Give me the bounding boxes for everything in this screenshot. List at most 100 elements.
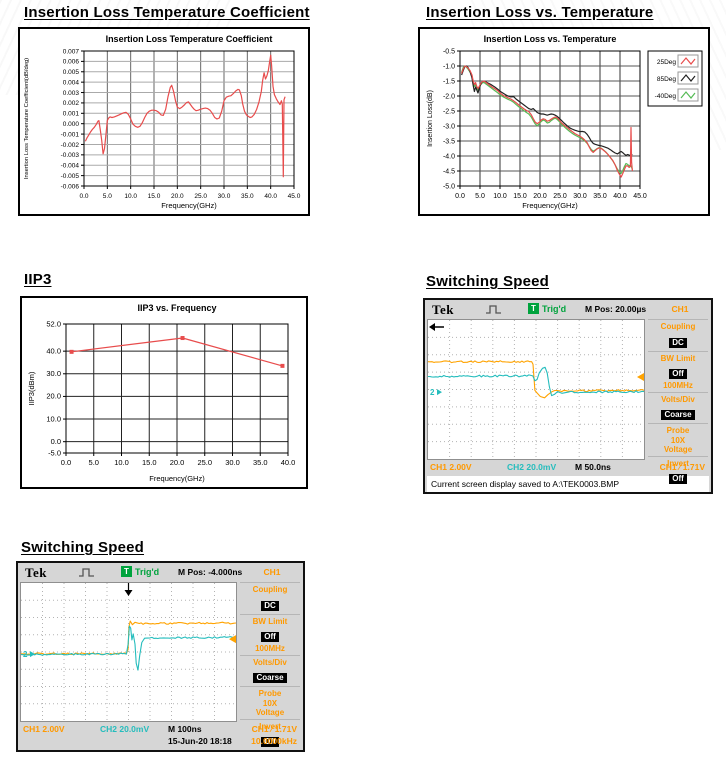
trigger-status-label: Trig'd bbox=[135, 566, 160, 577]
svg-text:-5.0: -5.0 bbox=[48, 448, 61, 457]
tek-logo: Tek bbox=[25, 565, 47, 580]
ch2-scale-readout: CH2 20.0mV bbox=[100, 724, 150, 734]
svg-text:-2.5: -2.5 bbox=[443, 108, 455, 115]
timebase-readout: M 100ns bbox=[168, 724, 202, 734]
svg-text:0.004: 0.004 bbox=[63, 79, 80, 86]
svg-text:30.0: 30.0 bbox=[218, 193, 231, 200]
trigger-status: T Trig'd bbox=[121, 566, 159, 577]
svg-text:Insertion Loss Temperature Coe: Insertion Loss Temperature Coefficient(d… bbox=[24, 58, 30, 179]
volts-div-value: Coarse bbox=[661, 410, 695, 420]
probe-attenuation: 10X bbox=[670, 435, 686, 445]
svg-text:0.006: 0.006 bbox=[63, 59, 80, 66]
svg-text:Insertion Loss Temperature Coe: Insertion Loss Temperature Coefficient bbox=[106, 34, 273, 44]
volts-div-value: Coarse bbox=[253, 673, 287, 683]
volts-div-label: Volts/Div bbox=[661, 394, 695, 404]
channel-menu-title: CH1 bbox=[263, 567, 281, 577]
menu-coupling: Coupling DC bbox=[240, 582, 300, 614]
scope-readout-bar: CH1 2.00V CH2 20.0mV M 100ns CH1 ∕ 1.71V… bbox=[18, 722, 303, 750]
heading-switching-speed-2: Switching Speed bbox=[21, 539, 145, 556]
svg-text:25.0: 25.0 bbox=[197, 458, 212, 467]
svg-text:-0.003: -0.003 bbox=[61, 152, 80, 159]
svg-text:-2.0: -2.0 bbox=[443, 93, 455, 100]
svg-text:15.0: 15.0 bbox=[513, 193, 527, 200]
svg-text:0.007: 0.007 bbox=[63, 48, 80, 55]
svg-text:20.0: 20.0 bbox=[170, 458, 185, 467]
menu-coupling: Coupling DC bbox=[648, 319, 708, 351]
chart-insertion-loss-temp-coefficient: 0.0 5.0 10.0 15.0 20.0 25.0 30.0 35.0 40.0 45.0 0.… bbox=[18, 27, 310, 216]
ch1-scale-readout: CH1 2.00V bbox=[23, 724, 65, 734]
menu-probe: Probe 10X Voltage bbox=[648, 423, 708, 456]
svg-text:25.0: 25.0 bbox=[553, 193, 567, 200]
trigger-frequency-readout: 10.0000kHz bbox=[251, 736, 297, 746]
svg-text:0.0: 0.0 bbox=[51, 437, 61, 446]
svg-text:-3.5: -3.5 bbox=[443, 138, 455, 145]
scope-display: 2 bbox=[20, 582, 237, 722]
menu-bw-limit: BW Limit Off 100MHz bbox=[648, 350, 708, 392]
svg-text:Frequency(GHz): Frequency(GHz) bbox=[149, 474, 205, 483]
menu-invert: Invert Off bbox=[648, 455, 708, 488]
svg-text:10.0: 10.0 bbox=[493, 193, 507, 200]
svg-text:45.0: 45.0 bbox=[633, 193, 647, 200]
svg-text:20.0: 20.0 bbox=[171, 193, 184, 200]
svg-text:0.0: 0.0 bbox=[79, 193, 88, 200]
invert-value: Off bbox=[261, 737, 279, 747]
pulse-icon bbox=[486, 305, 501, 314]
svg-text:20.0: 20.0 bbox=[533, 193, 547, 200]
svg-text:0.001: 0.001 bbox=[63, 111, 80, 118]
scope-status-message: Current screen display saved to A:\TEK00… bbox=[427, 476, 709, 492]
svg-text:85Deg: 85Deg bbox=[657, 76, 677, 83]
mpos-readout: M Pos: 20.00µs bbox=[585, 304, 647, 314]
menu-bw-limit: BW Limit Off 100MHz bbox=[240, 613, 300, 655]
svg-text:-0.006: -0.006 bbox=[61, 183, 80, 190]
svg-text:10.0: 10.0 bbox=[46, 414, 61, 423]
svg-text:52.0: 52.0 bbox=[46, 319, 61, 328]
menu-volts-div: Volts/Div Coarse bbox=[648, 391, 708, 424]
heading-insertion-loss-temp-coefficient: Insertion Loss Temperature Coefficient bbox=[24, 4, 310, 21]
svg-text:0.003: 0.003 bbox=[63, 90, 80, 97]
svg-text:2: 2 bbox=[23, 650, 28, 659]
menu-invert: Invert Off bbox=[240, 718, 300, 751]
probe-label: Probe bbox=[666, 426, 690, 435]
coupling-value: DC bbox=[669, 337, 687, 348]
svg-text:-1.0: -1.0 bbox=[443, 63, 455, 70]
ch2-scale-readout: CH2 20.0mV bbox=[507, 462, 557, 472]
svg-text:-0.002: -0.002 bbox=[61, 142, 80, 149]
coupling-label: Coupling bbox=[252, 585, 288, 594]
chart-insertion-loss-vs-temperature: 0.0 5.0 10.0 15.0 20.0 25.0 30.0 35.0 40.0 45.0 -0… bbox=[418, 27, 710, 216]
channel-menu-title: CH1 bbox=[671, 304, 689, 314]
svg-text:15.0: 15.0 bbox=[142, 458, 157, 467]
svg-text:15.0: 15.0 bbox=[148, 193, 161, 200]
svg-text:40.0: 40.0 bbox=[46, 346, 61, 355]
svg-text:10.0: 10.0 bbox=[124, 193, 137, 200]
svg-text:40.0: 40.0 bbox=[613, 193, 627, 200]
svg-text:30.0: 30.0 bbox=[46, 369, 61, 378]
svg-text:Frequency(GHz): Frequency(GHz) bbox=[522, 201, 578, 210]
svg-text:35.0: 35.0 bbox=[253, 458, 268, 467]
oscilloscope-capture-2: Tek T Trig'd M Pos: -4.000ns CH1 2 Coupl… bbox=[16, 561, 305, 752]
heading-insertion-loss-vs-temperature: Insertion Loss vs. Temperature bbox=[426, 4, 654, 21]
scope-header: Tek T Trig'd M Pos: -4.000ns CH1 bbox=[18, 563, 303, 582]
svg-text:10.0: 10.0 bbox=[114, 458, 129, 467]
svg-text:-1.5: -1.5 bbox=[443, 78, 455, 85]
scope-readout-bar: CH1 2.00V CH2 20.0mV M 50.0ns CH1 ∕ 1.71… bbox=[425, 460, 711, 475]
svg-text:5.0: 5.0 bbox=[475, 193, 485, 200]
probe-type: Voltage bbox=[663, 445, 693, 454]
svg-text:35.0: 35.0 bbox=[241, 193, 254, 200]
bw-limit-freq: 100MHz bbox=[255, 644, 285, 653]
svg-text:2: 2 bbox=[430, 388, 435, 397]
invert-label: Invert bbox=[667, 458, 689, 468]
scope-menu: Coupling DC BW Limit Off 100MHz Volts/Di… bbox=[239, 582, 301, 747]
ch1-scale-readout: CH1 2.00V bbox=[430, 462, 472, 472]
bw-limit-label: BW Limit bbox=[660, 353, 696, 363]
pulse-icon bbox=[79, 568, 94, 577]
svg-text:30.0: 30.0 bbox=[225, 458, 240, 467]
svg-text:-0.004: -0.004 bbox=[61, 163, 80, 170]
bw-limit-label: BW Limit bbox=[252, 616, 288, 626]
probe-label: Probe bbox=[258, 689, 282, 698]
svg-text:5.0: 5.0 bbox=[103, 193, 112, 200]
svg-text:-0.005: -0.005 bbox=[61, 173, 80, 180]
trigger-status-label: Trig'd bbox=[542, 303, 567, 314]
svg-text:-40Deg: -40Deg bbox=[655, 93, 677, 100]
invert-value: Off bbox=[669, 474, 687, 484]
